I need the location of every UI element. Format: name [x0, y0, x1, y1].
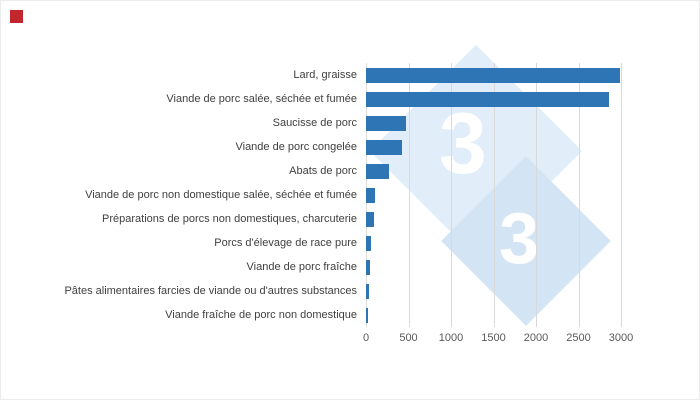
category-label: Abats de porc — [289, 165, 357, 177]
chart-row: Viande fraîche de porc non domestique — [1, 303, 621, 327]
chart-row: Viande de porc non domestique salée, séc… — [1, 183, 621, 207]
category-label: Porcs d'élevage de race pure — [214, 237, 357, 249]
bar — [366, 211, 374, 227]
chart-row: Préparations de porcs non domestiques, c… — [1, 207, 621, 231]
bar-track — [366, 279, 621, 303]
bar-track — [366, 303, 621, 327]
category-label: Pâtes alimentaires farcies de viande ou … — [64, 285, 357, 297]
x-tick-label: 500 — [399, 332, 418, 344]
bar-track — [366, 231, 621, 255]
chart-row: Lard, graisse — [1, 63, 621, 87]
x-tick-label: 1500 — [481, 332, 506, 344]
chart-row: Viande de porc congelée — [1, 135, 621, 159]
x-tick-label: 0 — [362, 332, 370, 344]
bar — [366, 187, 376, 203]
x-tick-label: 2000 — [523, 332, 549, 344]
category-label: Lard, graisse — [293, 69, 357, 81]
bar-track — [366, 183, 621, 207]
chart-row: Abats de porc — [1, 159, 621, 183]
bar — [366, 307, 368, 323]
category-label: Viande de porc fraîche — [246, 261, 357, 273]
bar-track — [366, 255, 621, 279]
chart-row: Viande de porc salée, séchée et fumée — [1, 87, 621, 111]
category-label: Saucisse de porc — [272, 117, 357, 129]
chart-row: Viande de porc fraîche — [1, 255, 621, 279]
bar-track — [366, 135, 621, 159]
bar-track — [366, 63, 621, 87]
chart-row: Porcs d'élevage de race pure — [1, 231, 621, 255]
bar — [366, 139, 402, 155]
category-label: Viande de porc salée, séchée et fumée — [166, 93, 357, 105]
category-label: Viande de porc non domestique salée, séc… — [85, 189, 357, 201]
bar — [366, 259, 371, 275]
bar — [366, 115, 406, 131]
bar — [366, 91, 610, 107]
category-label: Préparations de porcs non domestiques, c… — [102, 213, 357, 225]
chart-row: Saucisse de porc — [1, 111, 621, 135]
logo-red-square — [10, 10, 23, 23]
bar — [366, 235, 371, 251]
bar-track — [366, 111, 621, 135]
bar — [366, 67, 621, 83]
x-tick-label: 2500 — [566, 332, 591, 344]
x-tick-label: 1000 — [438, 332, 464, 344]
chart-row: Pâtes alimentaires farcies de viande ou … — [1, 279, 621, 303]
x-axis-ticks: 0 500 1000 1500 2000 2500 3000 — [362, 332, 633, 348]
bar-rows: Lard, graisse Viande de porc salée, séché… — [1, 63, 621, 327]
bar-track — [366, 87, 621, 111]
category-label: Viande fraîche de porc non domestique — [165, 309, 357, 321]
bar — [366, 163, 389, 179]
bar — [366, 283, 370, 299]
bar-track — [366, 207, 621, 231]
bar-track — [366, 159, 621, 183]
x-tick-label: 3000 — [608, 332, 634, 344]
gridline — [621, 63, 622, 327]
category-label: Viande de porc congelée — [235, 141, 357, 153]
